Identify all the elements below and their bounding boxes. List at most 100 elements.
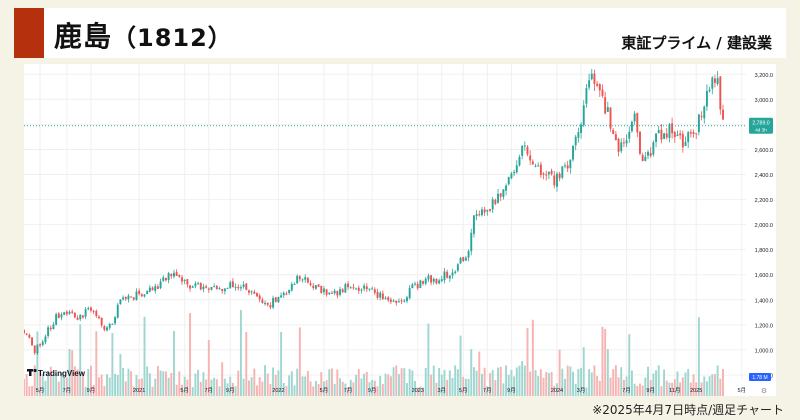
price-tick-label: 1,600.0 [755,273,773,279]
candle-body [143,294,146,297]
volume-bar [665,380,668,396]
volume-bar [601,326,604,396]
candle-body [687,132,690,143]
volume-bar [256,385,258,396]
candle-body [256,293,258,297]
candle-body [414,283,416,285]
candle-body [355,288,358,290]
candle-body [502,189,505,197]
volume-bar [598,380,601,396]
volume-bar [317,384,320,396]
candle-body [111,323,114,325]
volume-bar [248,380,250,396]
volume-bar [510,369,513,396]
volume-bar [197,369,200,396]
candle-body [714,78,716,83]
volume-bar [221,362,224,396]
volume-bar [569,366,572,396]
time-axis: 5月 7月 9月 2021 5月 7月 9月 2022 5月 7月 9月 2023 3月 5月 7月 9月 20… [36,387,746,394]
volume-bar [234,386,237,396]
candle-body [183,280,186,282]
time-tick-label: 7月 [205,387,214,394]
candle-body [194,283,197,287]
volume-bar [505,365,508,396]
candle-body [98,316,100,319]
volume-bar [454,365,457,396]
volume-bar [446,379,449,396]
candle-body [258,295,261,300]
candle-body [87,308,90,310]
volume-bar [714,374,716,396]
volume-bar [416,387,419,396]
volume-bar [328,369,331,396]
candle-body [486,209,489,212]
volume-bar [344,383,347,396]
volume-bar [440,374,443,396]
candle-body [491,199,494,210]
volume-bar [502,383,505,396]
tradingview-logo-icon-stem [29,369,32,376]
volume-bar [363,373,366,396]
tradingview-watermark: TradingView [27,368,86,378]
volume-bar [673,379,676,396]
volume-bar [84,387,87,396]
candle-body [298,276,301,280]
candle-body [36,344,39,354]
volume-bar [277,370,280,396]
candle-body [381,293,384,300]
candle-body [162,277,165,281]
time-tick-label: 9月 [87,387,96,394]
volume-bar [119,354,122,396]
volume-bar [49,366,52,396]
volume-bar [24,378,25,396]
volume-bar [641,385,644,396]
volume-bar [491,370,494,396]
candle-body [285,293,288,295]
time-tick-label: 5月 [36,387,45,394]
candle-body [419,280,422,288]
volume-bar [486,386,489,396]
candle-body [309,283,312,286]
volume-bar [207,340,210,396]
candle-body [57,313,60,318]
volume-bar [451,377,454,396]
volume-bar [630,370,633,396]
time-tick-label: 7月 [483,387,492,394]
last-volume-badge: 1.78 M [749,373,771,381]
header-accent-bar [14,8,44,58]
time-tick-label: 9月 [368,387,377,394]
candle-body [320,285,323,293]
volume-bar [489,373,491,396]
volume-bar [531,319,534,396]
volume-bar [218,386,221,396]
price-tick-label: 1,000.0 [755,348,773,354]
candle-body [612,130,615,134]
stock-code: （1812） [112,24,233,52]
candle-body [132,297,135,300]
price-chart[interactable]: 800.01,000.01,200.01,400.01,600.01,800.0… [24,64,776,396]
candle-body [264,302,266,304]
volume-bar [95,331,98,396]
candle-body [288,289,291,294]
volume-bar [280,331,283,396]
volume-bar [89,365,92,396]
volume-bar [87,368,90,396]
candle-body [119,299,122,305]
chart-svg[interactable]: 800.01,000.01,200.01,400.01,600.01,800.0… [24,64,776,396]
volume-bar [414,381,416,396]
candle-body [397,301,400,303]
volume-bar [306,371,309,396]
candle-body [454,271,457,273]
candle-body [572,145,574,160]
candle-body [510,173,513,179]
volume-bar [140,378,143,396]
volume-bar [617,377,620,396]
candle-body [531,161,534,165]
volume-bar [314,380,317,396]
volume-bar [202,372,205,396]
candle-body [84,309,87,317]
time-tick-label: 5月 [737,387,746,394]
current-price-countdown: 4d 3h [755,127,767,132]
candle-body [432,278,435,282]
candle-body [387,297,390,301]
